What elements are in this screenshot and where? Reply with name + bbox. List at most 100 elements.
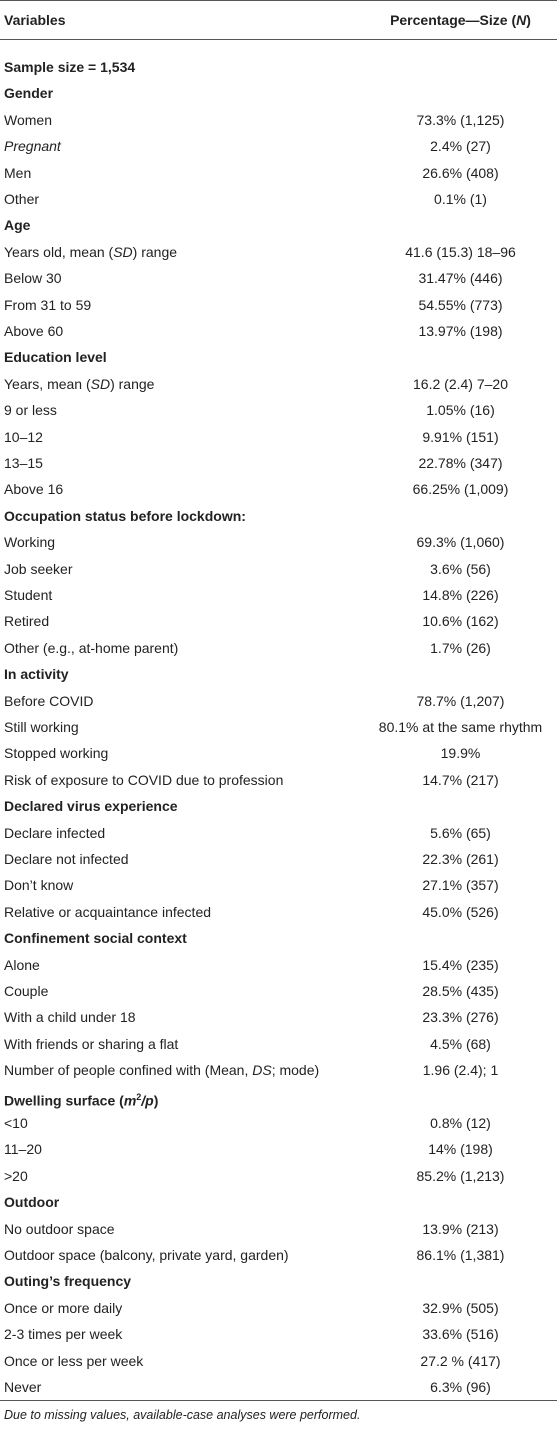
row-value: 5.6% (65) bbox=[364, 820, 557, 846]
bottom-rule bbox=[0, 1400, 557, 1401]
text-part: 32.9% (505) bbox=[422, 1299, 499, 1316]
row-value: 22.78% (347) bbox=[364, 450, 557, 476]
text-part: 9 or less bbox=[4, 402, 57, 419]
text-part: ) bbox=[153, 1092, 159, 1109]
data-row: Pregnant 2.4% (27) bbox=[0, 133, 557, 159]
row-value: 14.8% (226) bbox=[364, 582, 557, 608]
text-part: Working bbox=[4, 534, 56, 551]
data-row: Never 6.3% (96) bbox=[0, 1374, 557, 1400]
text-part: ) range bbox=[132, 243, 178, 260]
data-row: Above 16 66.25% (1,009) bbox=[0, 476, 557, 502]
data-row: 2-3 times per week 33.6% (516) bbox=[0, 1321, 557, 1347]
text-part: 14.8% (226) bbox=[422, 587, 499, 603]
text-part: Alone bbox=[4, 956, 40, 973]
data-row: Declare infected 5.6% (65) bbox=[0, 820, 557, 846]
text-part: 78.7% (1,207) bbox=[416, 692, 505, 709]
row-value: 9.91% (151) bbox=[364, 424, 557, 450]
text-part: Percentage—Size ( bbox=[390, 12, 517, 28]
row-label: Outdoor bbox=[4, 1189, 59, 1215]
text-part: Women bbox=[4, 111, 52, 128]
row-label: >20 bbox=[4, 1163, 28, 1189]
row-value: 22.3% (261) bbox=[364, 846, 557, 872]
row-label: Pregnant bbox=[4, 133, 61, 159]
text-part: 4.5% (68) bbox=[430, 1035, 491, 1052]
text-part: 28.5% (435) bbox=[422, 983, 499, 999]
row-label: Years old, mean (SD) range bbox=[4, 239, 177, 265]
data-row: Alone 15.4% (235) bbox=[0, 952, 557, 978]
row-label: 13–15 bbox=[4, 450, 43, 476]
text-part: 22.3% (261) bbox=[422, 851, 499, 867]
section-row: Outdoor bbox=[0, 1189, 557, 1215]
section-row: Outing’s frequency bbox=[0, 1268, 557, 1294]
row-value: 27.2 % (417) bbox=[364, 1348, 557, 1374]
row-label: Age bbox=[4, 212, 30, 238]
italic-text: Pregnant bbox=[4, 138, 61, 155]
section-row: Declared virus experience bbox=[0, 793, 557, 819]
text-part: 9.91% (151) bbox=[422, 428, 499, 445]
text-part: Above 60 bbox=[4, 323, 64, 339]
row-value: 1.7% (26) bbox=[364, 635, 557, 661]
row-label: Declared virus experience bbox=[4, 793, 178, 819]
text-part: Above 16 bbox=[4, 481, 64, 498]
text-part: 13.9% (213) bbox=[422, 1220, 499, 1237]
text-part: 86.1% (1,381) bbox=[416, 1247, 505, 1263]
data-row: Risk of exposure to COVID due to profess… bbox=[0, 767, 557, 793]
text-part: 0.1% (1) bbox=[434, 191, 487, 207]
text-part: Sample size = 1,534 bbox=[4, 59, 136, 75]
text-part: 6.3% (96) bbox=[430, 1379, 491, 1395]
row-value: 23.3% (276) bbox=[364, 1004, 557, 1030]
text-part: 22.78% (347) bbox=[418, 455, 503, 471]
text-part: Other bbox=[4, 191, 40, 207]
data-row: Once or more daily 32.9% (505) bbox=[0, 1295, 557, 1321]
italic-text: /p bbox=[141, 1092, 154, 1109]
text-part: 1.96 (2.4); 1 bbox=[422, 1062, 499, 1079]
text-part: Below 30 bbox=[4, 270, 62, 287]
data-row: 11–20 14% (198) bbox=[0, 1136, 557, 1162]
text-part: Number of people confined with (Mean, bbox=[4, 1062, 253, 1079]
row-label: Couple bbox=[4, 978, 48, 1004]
row-value: 14.7% (217) bbox=[364, 767, 557, 793]
row-label: Other (e.g., at-home parent) bbox=[4, 635, 178, 661]
text-part: 14% (198) bbox=[428, 1141, 493, 1158]
text-part: 27.2 % (417) bbox=[420, 1352, 501, 1369]
italic-text: DS bbox=[252, 1062, 272, 1079]
text-part: Never bbox=[4, 1379, 42, 1395]
table-header: Variables Percentage—Size (N) bbox=[0, 0, 557, 40]
row-label: Alone bbox=[4, 952, 40, 978]
row-value: 33.6% (516) bbox=[364, 1321, 557, 1347]
row-label: Dwelling surface (m2/p) bbox=[4, 1084, 158, 1114]
row-value: 26.6% (408) bbox=[364, 160, 557, 186]
text-part: ; mode) bbox=[271, 1062, 320, 1079]
row-value: 1.96 (2.4); 1 bbox=[364, 1057, 557, 1083]
data-row: Relative or acquaintance infected 45.0% (… bbox=[0, 899, 557, 925]
text-part: 0.8% (12) bbox=[430, 1115, 491, 1131]
text-part: No outdoor space bbox=[4, 1220, 115, 1237]
row-value: 16.2 (2.4) 7–20 bbox=[364, 371, 557, 397]
row-label: Once or less per week bbox=[4, 1348, 143, 1374]
row-label: Number of people confined with (Mean, DS… bbox=[4, 1057, 319, 1083]
data-row: Student 14.8% (226) bbox=[0, 582, 557, 608]
text-part: ) bbox=[526, 12, 531, 28]
text-part: Years, mean ( bbox=[4, 375, 91, 392]
data-row: Number of people confined with (Mean, DS… bbox=[0, 1057, 557, 1083]
row-label: Below 30 bbox=[4, 265, 62, 291]
text-part: 27.1% (357) bbox=[422, 877, 499, 894]
text-part: Outdoor space (balcony, private yard, ga… bbox=[4, 1247, 289, 1263]
row-label: Job seeker bbox=[4, 556, 72, 582]
row-value: 13.97% (198) bbox=[364, 318, 557, 344]
row-label: Years, mean (SD) range bbox=[4, 371, 154, 397]
text-part: In activity bbox=[4, 666, 69, 683]
data-row: Still working 80.1% at the same rhythm bbox=[0, 714, 557, 740]
row-value: 28.5% (435) bbox=[364, 978, 557, 1004]
row-label: Relative or acquaintance infected bbox=[4, 899, 211, 925]
text-part: Declare not infected bbox=[4, 851, 129, 867]
row-value: 31.47% (446) bbox=[364, 265, 557, 291]
text-part: 19.9% bbox=[440, 745, 481, 762]
row-value: 4.5% (68) bbox=[364, 1031, 557, 1057]
data-row: Before COVID 78.7% (1,207) bbox=[0, 688, 557, 714]
row-value: 54.55% (773) bbox=[364, 292, 557, 318]
row-label: Retired bbox=[4, 608, 49, 634]
data-row: <10 0.8% (12) bbox=[0, 1110, 557, 1136]
row-label: 9 or less bbox=[4, 397, 57, 423]
row-label: No outdoor space bbox=[4, 1216, 115, 1242]
